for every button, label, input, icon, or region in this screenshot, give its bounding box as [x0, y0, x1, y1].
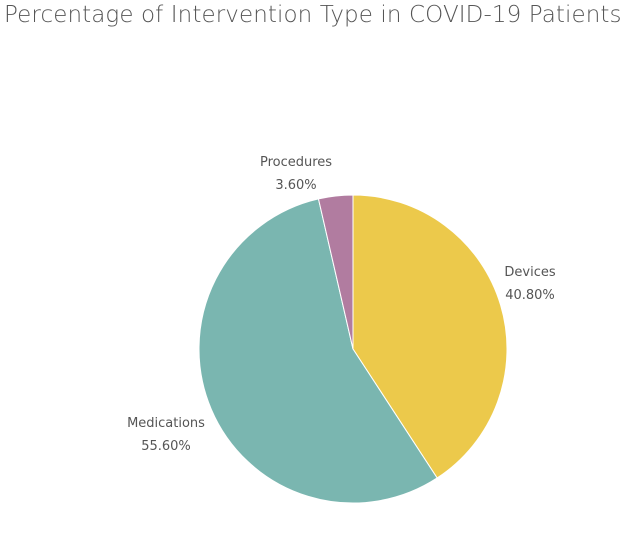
chart-title: Percentage of Intervention Type in COVID… — [4, 2, 622, 28]
slice-value-devices: 40.80% — [505, 288, 555, 303]
slice-label-medications: Medications — [127, 416, 205, 431]
slice-value-medications: 55.60% — [141, 439, 191, 454]
pie-slice-procedures[interactable] — [317, 194, 354, 350]
slice-value-procedures: 3.60% — [275, 178, 316, 193]
slice-label-devices: Devices — [504, 265, 555, 280]
pie-slice-medications[interactable] — [198, 198, 438, 504]
slice-label-procedures: Procedures — [260, 155, 332, 170]
